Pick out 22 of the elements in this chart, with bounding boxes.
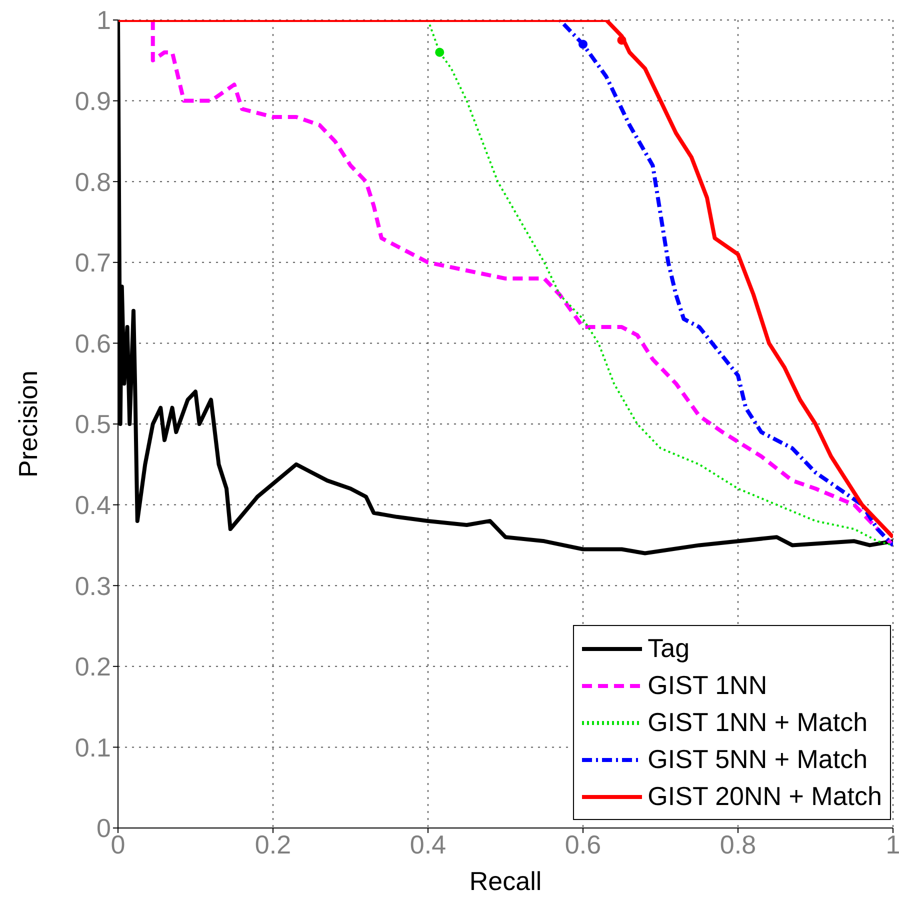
y-tick-label: 0.1 [74, 732, 111, 762]
legend-label: GIST 1NN [648, 669, 768, 702]
x-tick-label: 0.6 [564, 829, 602, 860]
legend-label: GIST 5NN + Match [648, 743, 868, 776]
y-tick-label: 0.3 [74, 570, 111, 601]
legend-label: GIST 1NN + Match [648, 706, 868, 739]
x-axis-title: Recall [469, 866, 542, 896]
x-tick-label: 0.2 [254, 829, 292, 860]
x-tick-label: 0.4 [410, 829, 446, 860]
y-tick-label: 0.7 [74, 248, 111, 278]
x-tick-label: 0.8 [720, 829, 756, 860]
y-tick-label: 0.8 [74, 166, 111, 197]
y-tick-label: 0.9 [74, 86, 111, 116]
legend-label: Tag [648, 632, 690, 665]
y-tick-label: 0.4 [74, 490, 111, 520]
y-tick-label: 0.5 [74, 409, 111, 440]
y-tick-label: 0.6 [74, 328, 111, 358]
legend-label: GIST 20NN + Match [648, 780, 882, 813]
x-tick-label: 1 [886, 829, 899, 860]
y-axis-title: Precision [13, 370, 44, 478]
y-tick-label: 1 [96, 5, 111, 36]
y-tick-label: 0.2 [74, 652, 111, 682]
